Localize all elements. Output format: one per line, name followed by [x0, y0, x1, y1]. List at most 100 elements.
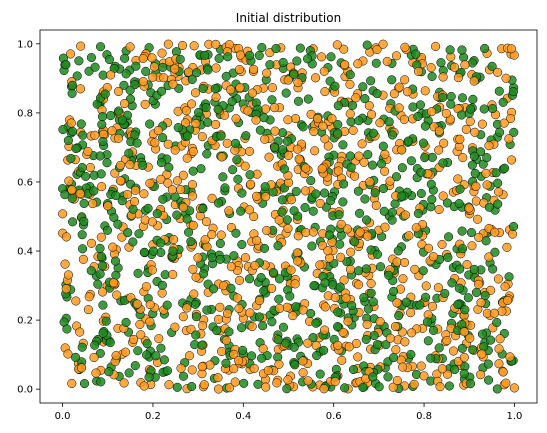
data-point [236, 323, 247, 333]
data-point [495, 334, 505, 344]
data-point [362, 215, 372, 225]
data-point [227, 97, 237, 107]
data-point [334, 210, 344, 220]
data-point [366, 278, 376, 289]
data-point [58, 209, 68, 219]
data-point [333, 101, 343, 111]
data-point [498, 97, 508, 107]
data-point [229, 251, 239, 261]
data-point [409, 379, 419, 389]
data-point [63, 270, 74, 280]
data-point [259, 286, 269, 296]
data-point [293, 231, 303, 241]
data-point [257, 353, 267, 363]
data-point [384, 117, 394, 127]
data-point [482, 153, 492, 163]
data-point [326, 196, 336, 206]
data-point [509, 127, 519, 137]
data-point [308, 206, 318, 216]
data-point [397, 145, 407, 155]
data-point [109, 278, 119, 288]
data-point [139, 381, 149, 391]
data-point [239, 378, 249, 388]
data-point [182, 214, 192, 224]
data-point [385, 176, 395, 186]
points-layer [58, 39, 519, 394]
data-point [434, 126, 444, 136]
data-point [427, 71, 437, 82]
data-point [338, 327, 348, 337]
plot-frame [39, 29, 538, 404]
data-point [474, 232, 484, 242]
data-point [61, 284, 71, 294]
data-point [236, 206, 246, 216]
data-point [298, 356, 308, 366]
data-point [459, 369, 469, 379]
data-point [380, 149, 390, 159]
data-point [90, 130, 100, 140]
data-point [214, 53, 224, 64]
data-point [259, 113, 269, 123]
data-point [371, 58, 381, 68]
data-point [467, 58, 477, 68]
data-point [191, 272, 201, 282]
data-point [340, 60, 350, 70]
data-point [168, 269, 178, 280]
data-point [367, 160, 378, 170]
data-point [407, 328, 417, 338]
data-point [215, 238, 225, 249]
data-point [390, 321, 401, 332]
data-point [372, 249, 383, 259]
data-point [128, 237, 138, 247]
data-point [342, 224, 352, 234]
data-point [148, 246, 158, 256]
data-point [505, 352, 515, 362]
data-point [200, 235, 210, 245]
data-point [129, 334, 139, 344]
data-point [470, 168, 480, 178]
data-point [507, 155, 517, 165]
data-point [292, 56, 302, 66]
data-point [223, 52, 233, 62]
data-point [416, 167, 426, 177]
data-point [267, 83, 278, 93]
data-point [78, 254, 88, 264]
data-point [74, 56, 84, 66]
data-point [138, 77, 148, 87]
data-point [245, 308, 255, 318]
data-point [398, 274, 408, 284]
data-point [467, 241, 477, 251]
data-point [173, 122, 183, 133]
data-point [431, 41, 441, 51]
data-point [188, 220, 198, 230]
data-point [251, 115, 261, 125]
data-point [285, 291, 295, 301]
data-point [333, 128, 343, 138]
data-point [366, 245, 376, 255]
data-point [355, 227, 365, 237]
data-point [309, 127, 319, 137]
data-point [284, 150, 294, 160]
data-point [394, 103, 404, 113]
data-point [459, 352, 469, 362]
data-point [138, 160, 148, 170]
data-point [291, 302, 301, 312]
data-point [66, 153, 76, 163]
data-point [125, 160, 135, 170]
data-point [170, 64, 180, 74]
data-point [411, 223, 421, 233]
data-point [117, 115, 127, 125]
data-point [309, 281, 319, 291]
data-point [199, 380, 209, 390]
data-point [494, 86, 504, 96]
data-point [66, 118, 76, 128]
data-point [64, 176, 74, 186]
data-point [259, 243, 270, 253]
data-point [353, 352, 363, 362]
data-point [270, 126, 280, 136]
data-point [187, 381, 197, 392]
data-point [400, 42, 410, 52]
data-point [258, 321, 268, 331]
data-point [212, 326, 222, 336]
data-point [413, 208, 423, 219]
